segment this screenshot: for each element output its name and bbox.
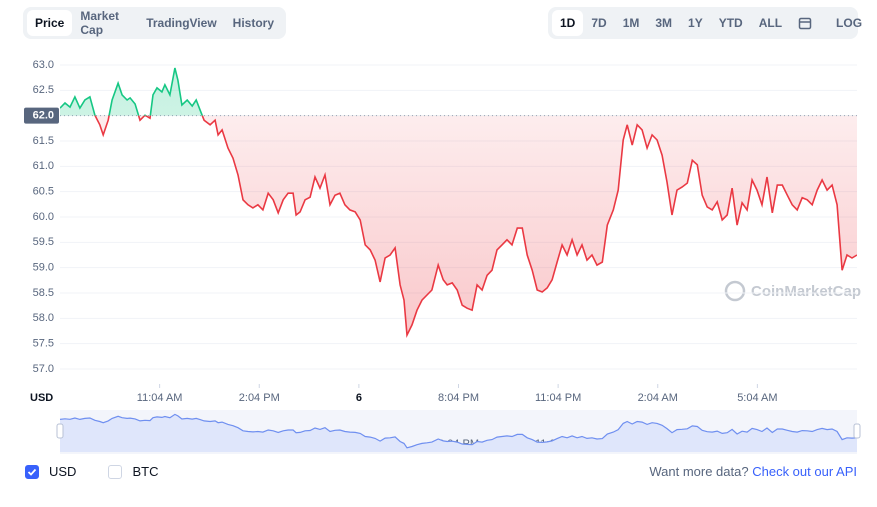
range-button[interactable]: 1M bbox=[622, 16, 640, 30]
y-tick-label: 58.5 bbox=[33, 287, 54, 299]
y-tick-label: 59.0 bbox=[33, 262, 54, 274]
y-tick-label: 61.5 bbox=[33, 135, 54, 147]
checkbox[interactable] bbox=[108, 464, 123, 479]
watermark: CoinMarketCap bbox=[724, 280, 861, 302]
baseline-label-bg bbox=[24, 107, 59, 124]
area-up bbox=[60, 68, 203, 116]
y-tick-label: 60.0 bbox=[33, 211, 54, 223]
api-promo: Want more data? Check out our API bbox=[649, 464, 857, 479]
range-button[interactable]: 1D bbox=[552, 10, 584, 36]
range-button[interactable]: 1Y bbox=[688, 16, 703, 30]
currency-toggle[interactable]: BTC bbox=[108, 464, 158, 479]
range-button[interactable]: ALL bbox=[758, 16, 783, 30]
y-tick-label: 61.0 bbox=[33, 160, 54, 172]
checkbox-label: USD bbox=[49, 464, 77, 479]
x-tick-label: 11:04 PM bbox=[535, 392, 581, 404]
navigator-handle bbox=[56, 423, 64, 439]
log-button[interactable]: LOG bbox=[836, 16, 863, 30]
x-tick-label: 6 bbox=[356, 392, 362, 404]
tab[interactable]: History bbox=[232, 16, 274, 30]
range-button[interactable]: YTD bbox=[718, 16, 743, 30]
currency-toggles: USD BTC bbox=[25, 464, 190, 479]
y-tick-label: 62.0 bbox=[33, 110, 54, 122]
x-tick-label: 2:04 PM bbox=[239, 392, 280, 404]
promo-text: Want more data? bbox=[649, 464, 749, 479]
navigator-handle bbox=[853, 423, 861, 439]
api-link[interactable]: Check out our API bbox=[752, 464, 857, 479]
range-button[interactable]: 7D bbox=[591, 16, 607, 30]
y-unit: USD bbox=[30, 392, 53, 404]
range-buttons: 1D 7D 1M 3M 1Y YTD ALL LOG bbox=[548, 7, 862, 39]
checkbox[interactable] bbox=[25, 464, 39, 479]
y-tick-label: 57.0 bbox=[33, 363, 54, 375]
x-tick-label: 11:04 AM bbox=[137, 392, 183, 404]
tab[interactable]: Market Cap bbox=[80, 9, 120, 37]
y-tick-label: 60.5 bbox=[33, 186, 54, 198]
watermark-text: CoinMarketCap bbox=[751, 283, 861, 300]
tab[interactable]: Price bbox=[27, 10, 73, 36]
y-tick-label: 58.0 bbox=[33, 312, 54, 324]
price-line-down bbox=[94, 115, 857, 339]
area-down bbox=[60, 115, 857, 336]
x-tick-label: 2:04 AM bbox=[638, 392, 678, 404]
range-button[interactable]: 3M bbox=[655, 16, 673, 30]
y-tick-label: 63.0 bbox=[33, 59, 54, 71]
currency-toggle[interactable]: USD bbox=[25, 464, 76, 479]
y-tick-label: 59.5 bbox=[33, 236, 54, 248]
y-tick-label: 57.5 bbox=[33, 338, 54, 350]
view-tabs: Price Market Cap TradingView History bbox=[23, 7, 286, 39]
check-icon bbox=[27, 468, 37, 476]
calendar-icon bbox=[798, 18, 812, 30]
navigator-line bbox=[59, 413, 858, 449]
x-tick-label: 5:04 AM bbox=[737, 392, 777, 404]
x-tick-label: 8:04 PM bbox=[438, 392, 479, 404]
tab[interactable]: TradingView bbox=[146, 16, 217, 30]
y-tick-label: 62.5 bbox=[33, 84, 54, 96]
calendar-button[interactable] bbox=[790, 10, 820, 37]
price-line-up bbox=[60, 67, 204, 116]
checkbox-label: BTC bbox=[132, 464, 159, 479]
